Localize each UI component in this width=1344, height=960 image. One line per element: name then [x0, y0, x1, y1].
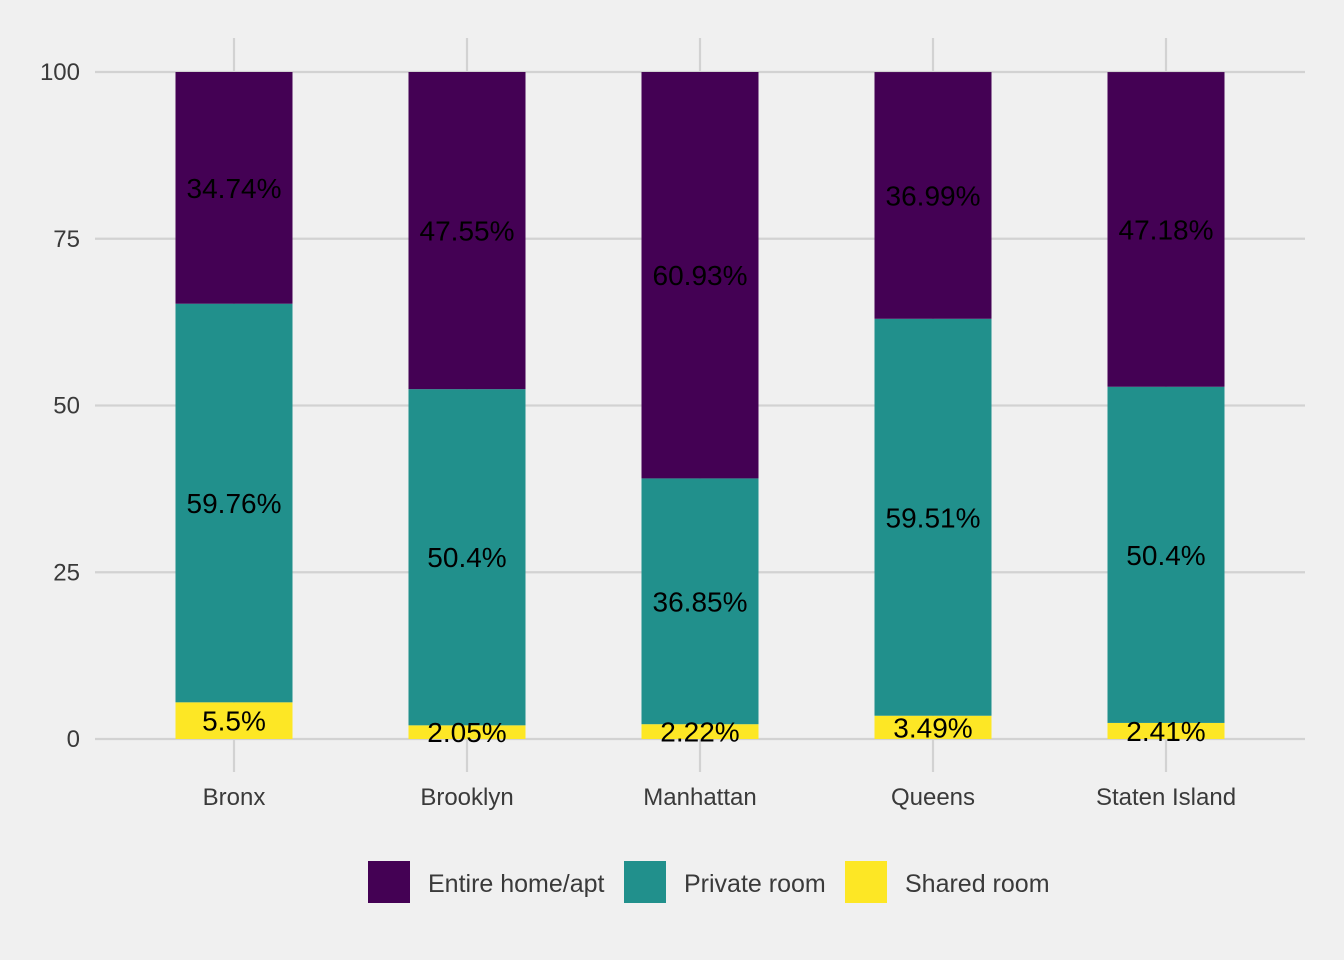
bar-staten-island-private-room: [1107, 386, 1225, 723]
data-label-manhattan-shared-room: 2.22%: [660, 717, 739, 748]
data-label-brooklyn-private-room: 50.4%: [427, 542, 506, 573]
legend-key-entire-home-apt: [368, 861, 410, 903]
data-label-manhattan-private-room: 36.85%: [653, 586, 748, 617]
data-label-queens-private-room: 59.51%: [886, 502, 981, 533]
bar-brooklyn-shared-room: [408, 725, 526, 739]
data-label-brooklyn-shared-room: 2.05%: [427, 717, 506, 748]
legend: Entire home/apt Private room Shared room: [368, 861, 1050, 903]
bar-manhattan-entire-home-apt: [641, 72, 759, 479]
bar-queens-shared-room: [874, 715, 992, 739]
bar-bronx-private-room: [175, 303, 293, 703]
data-label-bronx-shared-room: 5.5%: [202, 706, 266, 737]
y-tick-label: 50: [53, 393, 80, 420]
bars: [175, 72, 1225, 739]
y-tick-label: 0: [67, 726, 80, 753]
data-labels: 5.5% 59.76% 34.74% 2.05% 50.4% 47.55% 2.22% 36.…: [187, 173, 1214, 748]
bar-manhattan-shared-room: [641, 724, 759, 739]
x-tick-label-queens: Queens: [891, 784, 975, 811]
y-tick-label: 75: [53, 226, 80, 253]
data-label-queens-entire-home-apt: 36.99%: [886, 180, 981, 211]
y-axis: 0 25 50 75 100: [40, 59, 80, 753]
legend-label-shared-room: Shared room: [905, 870, 1050, 898]
x-tick-label-staten-island: Staten Island: [1096, 784, 1236, 811]
legend-key-private-room: [624, 861, 666, 903]
data-label-staten-island-shared-room: 2.41%: [1126, 716, 1205, 747]
y-tick-label: 25: [53, 559, 80, 586]
bar-queens-entire-home-apt: [874, 72, 992, 319]
bar-brooklyn-entire-home-apt: [408, 72, 526, 390]
x-tick-label-brooklyn: Brooklyn: [420, 784, 513, 811]
x-tick-label-manhattan: Manhattan: [643, 784, 756, 811]
bar-bronx-shared-room: [175, 702, 293, 739]
legend-label-entire-home-apt: Entire home/apt: [428, 870, 605, 898]
data-label-brooklyn-entire-home-apt: 47.55%: [420, 216, 515, 247]
data-label-bronx-entire-home-apt: 34.74%: [187, 173, 282, 204]
legend-key-shared-room: [845, 861, 887, 903]
x-tick-label-bronx: Bronx: [203, 784, 266, 811]
bar-manhattan-private-room: [641, 478, 759, 725]
data-label-staten-island-private-room: 50.4%: [1126, 540, 1205, 571]
bar-staten-island-entire-home-apt: [1107, 72, 1225, 387]
data-label-queens-shared-room: 3.49%: [893, 712, 972, 743]
legend-label-private-room: Private room: [684, 870, 826, 898]
x-axis: Bronx Brooklyn Manhattan Queens Staten Islan…: [203, 784, 1236, 811]
data-label-manhattan-entire-home-apt: 60.93%: [653, 260, 748, 291]
data-label-bronx-private-room: 59.76%: [187, 488, 282, 519]
y-tick-label: 100: [40, 59, 80, 86]
bar-staten-island-shared-room: [1107, 722, 1225, 739]
bar-bronx-entire-home-apt: [175, 72, 293, 304]
data-label-staten-island-entire-home-apt: 47.18%: [1119, 214, 1214, 245]
bar-queens-private-room: [874, 318, 992, 716]
bar-brooklyn-private-room: [408, 389, 526, 726]
